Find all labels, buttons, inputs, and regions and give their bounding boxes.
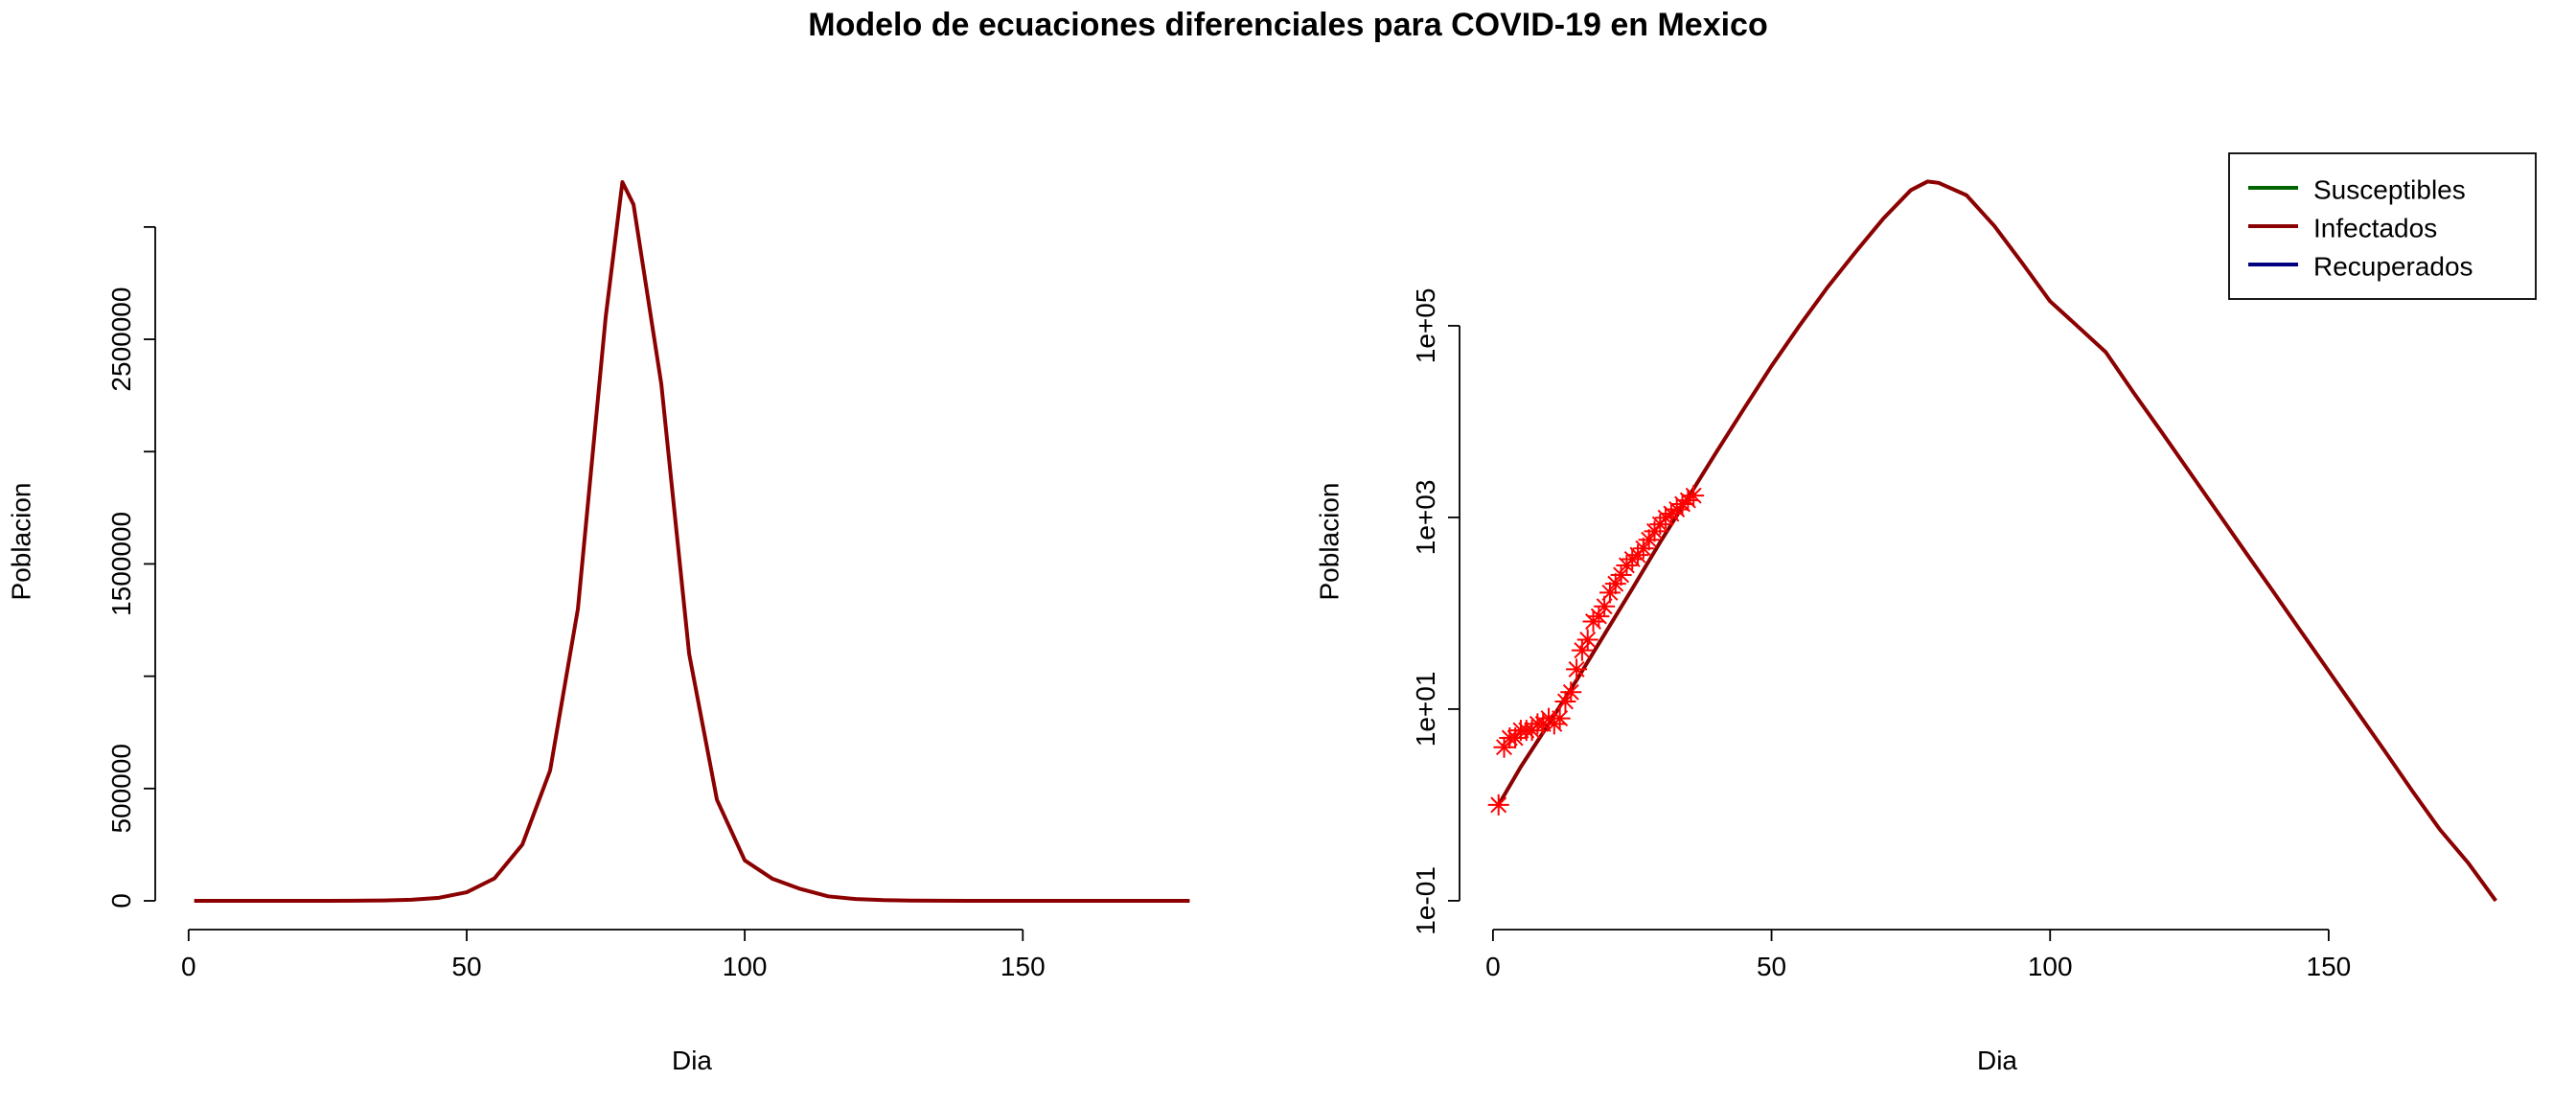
y-axis-title: Poblacion	[1314, 483, 1344, 601]
figure-title: Modelo de ecuaciones diferenciales para …	[808, 7, 1767, 43]
data-point	[1594, 595, 1616, 617]
y-tick-label: 500000	[106, 744, 136, 833]
y-tick-label: 1e+03	[1411, 480, 1440, 556]
data-point	[1588, 606, 1610, 628]
x-tick-label: 100	[723, 952, 768, 981]
data-point	[1487, 794, 1509, 816]
x-tick-label: 50	[451, 952, 481, 981]
data-point	[1655, 507, 1677, 529]
legend-label: Susceptibles	[2313, 174, 2466, 204]
y-tick-label: 1e+01	[1411, 672, 1440, 748]
y-tick-label: 1500000	[106, 512, 136, 616]
data-point	[1560, 681, 1582, 703]
x-axis-title: Dia	[1977, 1046, 2017, 1075]
data-point	[1576, 629, 1598, 651]
series-line	[194, 180, 1190, 903]
legend-label: Infectados	[2313, 213, 2437, 242]
data-point	[1644, 520, 1666, 542]
data-point	[1571, 639, 1593, 661]
x-tick-label: 0	[181, 952, 196, 981]
series-line	[1496, 179, 2497, 903]
data-point	[1638, 529, 1660, 551]
data-point	[1604, 573, 1626, 595]
x-axis-title: Dia	[672, 1046, 712, 1075]
y-axis-title: Poblacion	[6, 483, 35, 601]
data-point	[1505, 727, 1527, 749]
data-point	[1566, 658, 1588, 680]
data-point	[1622, 548, 1644, 570]
x-tick-label: 50	[1757, 952, 1786, 981]
y-tick-label: 1e+05	[1411, 288, 1440, 364]
x-tick-label: 0	[1485, 952, 1501, 981]
legend: Susceptibles Infectados Recuperados	[2228, 152, 2537, 300]
x-tick-label: 100	[2028, 952, 2073, 981]
x-tick-label: 150	[1000, 952, 1046, 981]
y-tick-label: 1e-01	[1411, 866, 1440, 935]
y-tick-label: 2500000	[106, 288, 136, 392]
y-tick-label: 0	[106, 893, 136, 908]
plot: 0 50 100 150 1e-01 1e+01 1e+03 1e+05 Dia Poblacio…	[1314, 152, 2537, 1075]
data-point	[1671, 493, 1693, 515]
data-point	[1610, 564, 1632, 586]
data-point	[1554, 690, 1576, 712]
data-point	[1632, 538, 1654, 560]
data-point	[1549, 707, 1571, 729]
data-point	[1493, 736, 1515, 758]
data-point	[1598, 582, 1621, 604]
data-point	[1683, 485, 1705, 507]
legend-label: Recuperados	[2313, 251, 2473, 281]
x-tick-label: 150	[2307, 952, 2352, 981]
plot: 0 50 100 150 0 500000 1500000 2500000 Dia Poblaci…	[6, 180, 1190, 1075]
